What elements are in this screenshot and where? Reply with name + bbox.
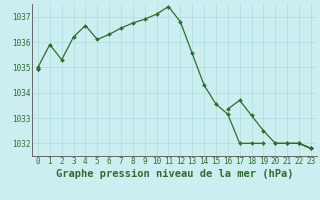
X-axis label: Graphe pression niveau de la mer (hPa): Graphe pression niveau de la mer (hPa) xyxy=(56,169,293,179)
